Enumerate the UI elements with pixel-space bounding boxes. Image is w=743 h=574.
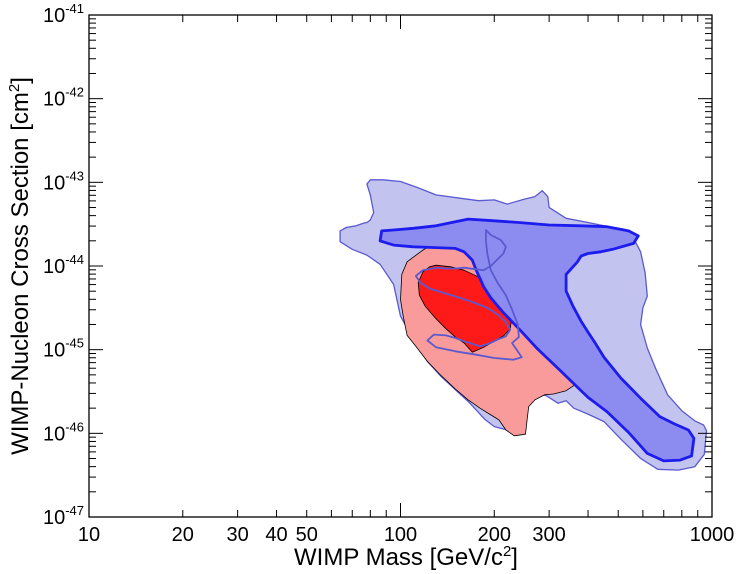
series-layer <box>339 179 708 471</box>
y-tick-label: 10-42 <box>43 85 84 111</box>
y-tick-label: 10-46 <box>43 419 84 445</box>
x-tick-label: 50 <box>296 524 318 546</box>
x-tick-label: 30 <box>226 524 248 546</box>
x-tick-label: 20 <box>172 524 194 546</box>
blue-inner-contour <box>414 229 523 361</box>
y-tick-label: 10-41 <box>43 1 84 27</box>
x-tick-label: 40 <box>265 524 287 546</box>
x-tick-label: 200 <box>478 524 511 546</box>
x-tick-label: 300 <box>532 524 565 546</box>
x-tick-label: 10 <box>78 524 100 546</box>
y-tick-label: 10-44 <box>43 252 84 278</box>
labels-layer: 10 20 30 40 50 100 200 300 1000 10-47 10-46 10-45 10… <box>43 1 734 546</box>
blue-mid-region <box>378 217 696 463</box>
y-tick-label: 10-47 <box>43 503 84 529</box>
y-axis-title: WIMP-Nucleon Cross Section [cm2] <box>6 77 34 455</box>
y-tick-label: 10-43 <box>43 168 84 194</box>
x-axis-title: WIMP Mass [GeV/c2] <box>294 543 518 571</box>
x-tick-label: 100 <box>384 524 417 546</box>
y-tick-label: 10-45 <box>43 336 84 362</box>
x-tick-label: 1000 <box>690 524 735 546</box>
plot-frame <box>88 14 713 518</box>
